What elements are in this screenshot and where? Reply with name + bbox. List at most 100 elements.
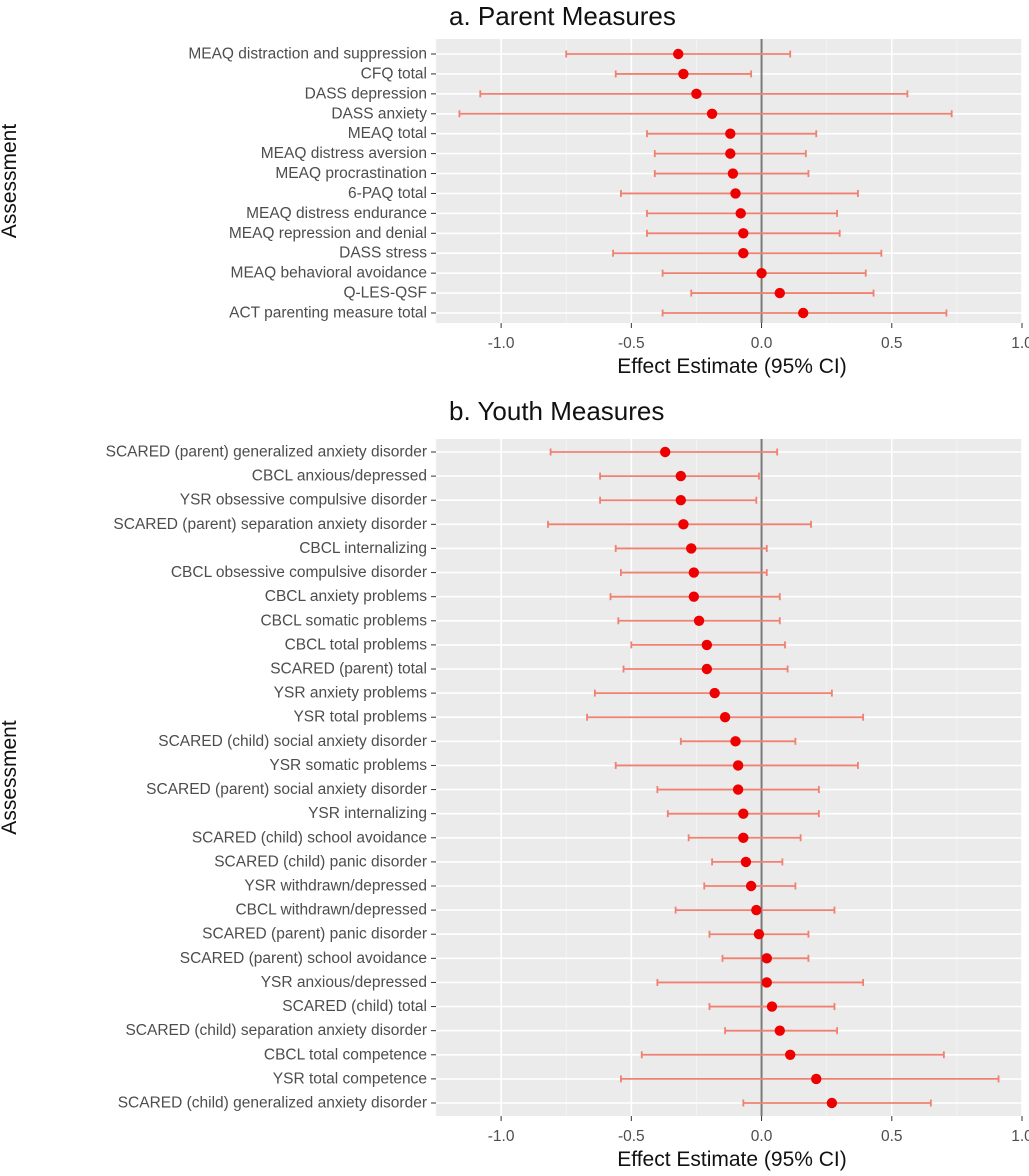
estimate-point [706,108,718,119]
assessment-label: MEAQ total [348,125,427,142]
youth-panel-row: SCARED (parent) panic disorder [202,926,810,943]
youth-panel-row: SCARED (child) separation anxiety disord… [125,1022,838,1039]
youth-panel-row: CBCL internalizing [299,540,768,557]
assessment-label: CBCL somatic problems [260,612,427,629]
estimate-point [730,188,741,199]
estimate-point [826,1097,838,1109]
youth-panel-row: CBCL anxiety problems [265,588,781,605]
parent-panel-row: MEAQ repression and denial [229,225,841,242]
youth-panel-row: SCARED (parent) total [270,661,789,678]
estimate-point [774,1025,785,1036]
youth-panel-row: CBCL total competence [264,1046,945,1063]
assessment-label: ACT parenting measure total [229,305,427,322]
youth-panel-row: SCARED (parent) school avoidance [180,950,810,967]
parent-panel-row: DASS depression [305,85,909,102]
x-tick-label: 0.0 [751,335,773,352]
youth-panel-row: SCARED (child) social anxiety disorder [158,733,797,750]
estimate-point [701,663,713,675]
assessment-label: YSR total problems [293,709,427,726]
assessment-label: DASS depression [305,85,427,102]
assessment-label: YSR somatic problems [269,757,427,774]
estimate-point [675,495,687,506]
youth-panel-row: YSR withdrawn/depressed [244,878,797,895]
estimate-point [686,543,697,554]
assessment-label: SCARED (child) separation anxiety disord… [125,1022,427,1039]
estimate-point [811,1073,822,1085]
assessment-label: 6-PAQ total [348,185,427,202]
x-tick-label: 0.5 [881,1128,903,1145]
parent-panel-row: MEAQ distraction and suppression [188,46,792,63]
youth-panel-row: SCARED (parent) social anxiety disorder [146,781,820,798]
assessment-label: CBCL total competence [264,1046,427,1063]
youth-panel-row: CBCL anxious/depressed [252,468,760,485]
estimate-point [725,148,736,159]
parent-panel-row: CFQ total [361,65,753,82]
x-tick-label: -1.0 [488,1128,515,1145]
assessment-label: Q-LES-QSF [343,285,427,302]
parent-panel-y-axis-title: Assessment [0,124,21,239]
assessment-label: SCARED (parent) generalized anxiety diso… [106,444,427,461]
youth-panel-row: SCARED (child) school avoidance [192,829,802,846]
assessment-label: YSR withdrawn/depressed [244,878,427,895]
assessment-label: CFQ total [361,65,427,82]
estimate-point [753,929,765,940]
assessment-label: YSR obsessive compulsive disorder [180,492,427,509]
parent-panel-title: a. Parent Measures [449,1,676,31]
assessment-label: YSR internalizing [308,805,427,822]
youth-panel-row: YSR total competence [273,1070,1000,1087]
parent-panel-row: MEAQ total [348,125,818,142]
youth-panel-x-axis-title: Effect Estimate (95% CI) [617,1148,847,1171]
assessment-label: MEAQ procrastination [275,165,427,182]
estimate-point [693,615,705,626]
estimate-point [738,228,749,239]
assessment-label: MEAQ distress endurance [246,205,427,222]
parent-panel-row: MEAQ procrastination [275,165,810,182]
estimate-point [719,712,731,723]
youth-panel-row: YSR somatic problems [269,757,859,774]
assessment-label: MEAQ repression and denial [229,225,427,242]
assessment-label: SCARED (child) panic disorder [214,853,427,870]
estimate-point [735,208,746,219]
assessment-label: SCARED (parent) total [270,661,427,678]
estimate-point [659,446,671,458]
parent-panel-row: ACT parenting measure total [229,305,948,322]
youth-panel-title: b. Youth Measures [449,396,664,426]
parent-panel-row: MEAQ behavioral avoidance [231,265,867,282]
youth-panel-row: YSR anxious/depressed [261,974,865,991]
estimate-point [738,808,749,819]
x-tick-label: 0.0 [751,1128,773,1145]
assessment-label: SCARED (parent) school avoidance [180,950,427,967]
estimate-point [701,639,713,651]
assessment-label: DASS anxiety [331,105,427,122]
assessment-label: SCARED (child) school avoidance [192,829,427,846]
youth-panel-row: SCARED (child) panic disorder [214,853,784,870]
parent-panel-row: Q-LES-QSF [343,285,875,302]
youth-panel-row: CBCL total problems [285,636,786,653]
youth-measures-panel: SCARED (parent) generalized anxiety diso… [0,396,1029,1171]
estimate-point [732,760,744,771]
estimate-point [730,736,741,747]
youth-panel-row: YSR internalizing [308,805,820,822]
estimate-point [691,88,702,100]
estimate-point [766,1001,778,1012]
youth-panel-row: YSR obsessive compulsive disorder [180,492,758,509]
parent-panel-x-axis-title: Effect Estimate (95% CI) [617,355,847,378]
x-tick-label: 0.5 [881,335,903,352]
x-tick-label: -0.5 [618,1128,645,1145]
youth-panel-row: SCARED (child) total [282,998,836,1015]
assessment-label: CBCL internalizing [299,540,427,557]
assessment-label: YSR total competence [273,1070,427,1087]
estimate-point [732,784,744,795]
youth-panel-row: SCARED (parent) generalized anxiety diso… [106,444,779,461]
assessment-label: YSR anxious/depressed [261,974,427,991]
assessment-label: DASS stress [339,245,427,262]
assessment-label: MEAQ behavioral avoidance [231,265,427,282]
x-tick-label: 1.0 [1011,1128,1029,1145]
youth-panel-row: CBCL obsessive compulsive disorder [171,564,768,581]
parent-panel-background [436,39,1022,323]
youth-panel-row: YSR anxiety problems [274,685,833,702]
youth-panel-row: SCARED (child) generalized anxiety disor… [118,1095,932,1112]
estimate-point [709,687,720,699]
parent-measures-panel: MEAQ distraction and suppression CFQ tota… [0,1,1029,378]
